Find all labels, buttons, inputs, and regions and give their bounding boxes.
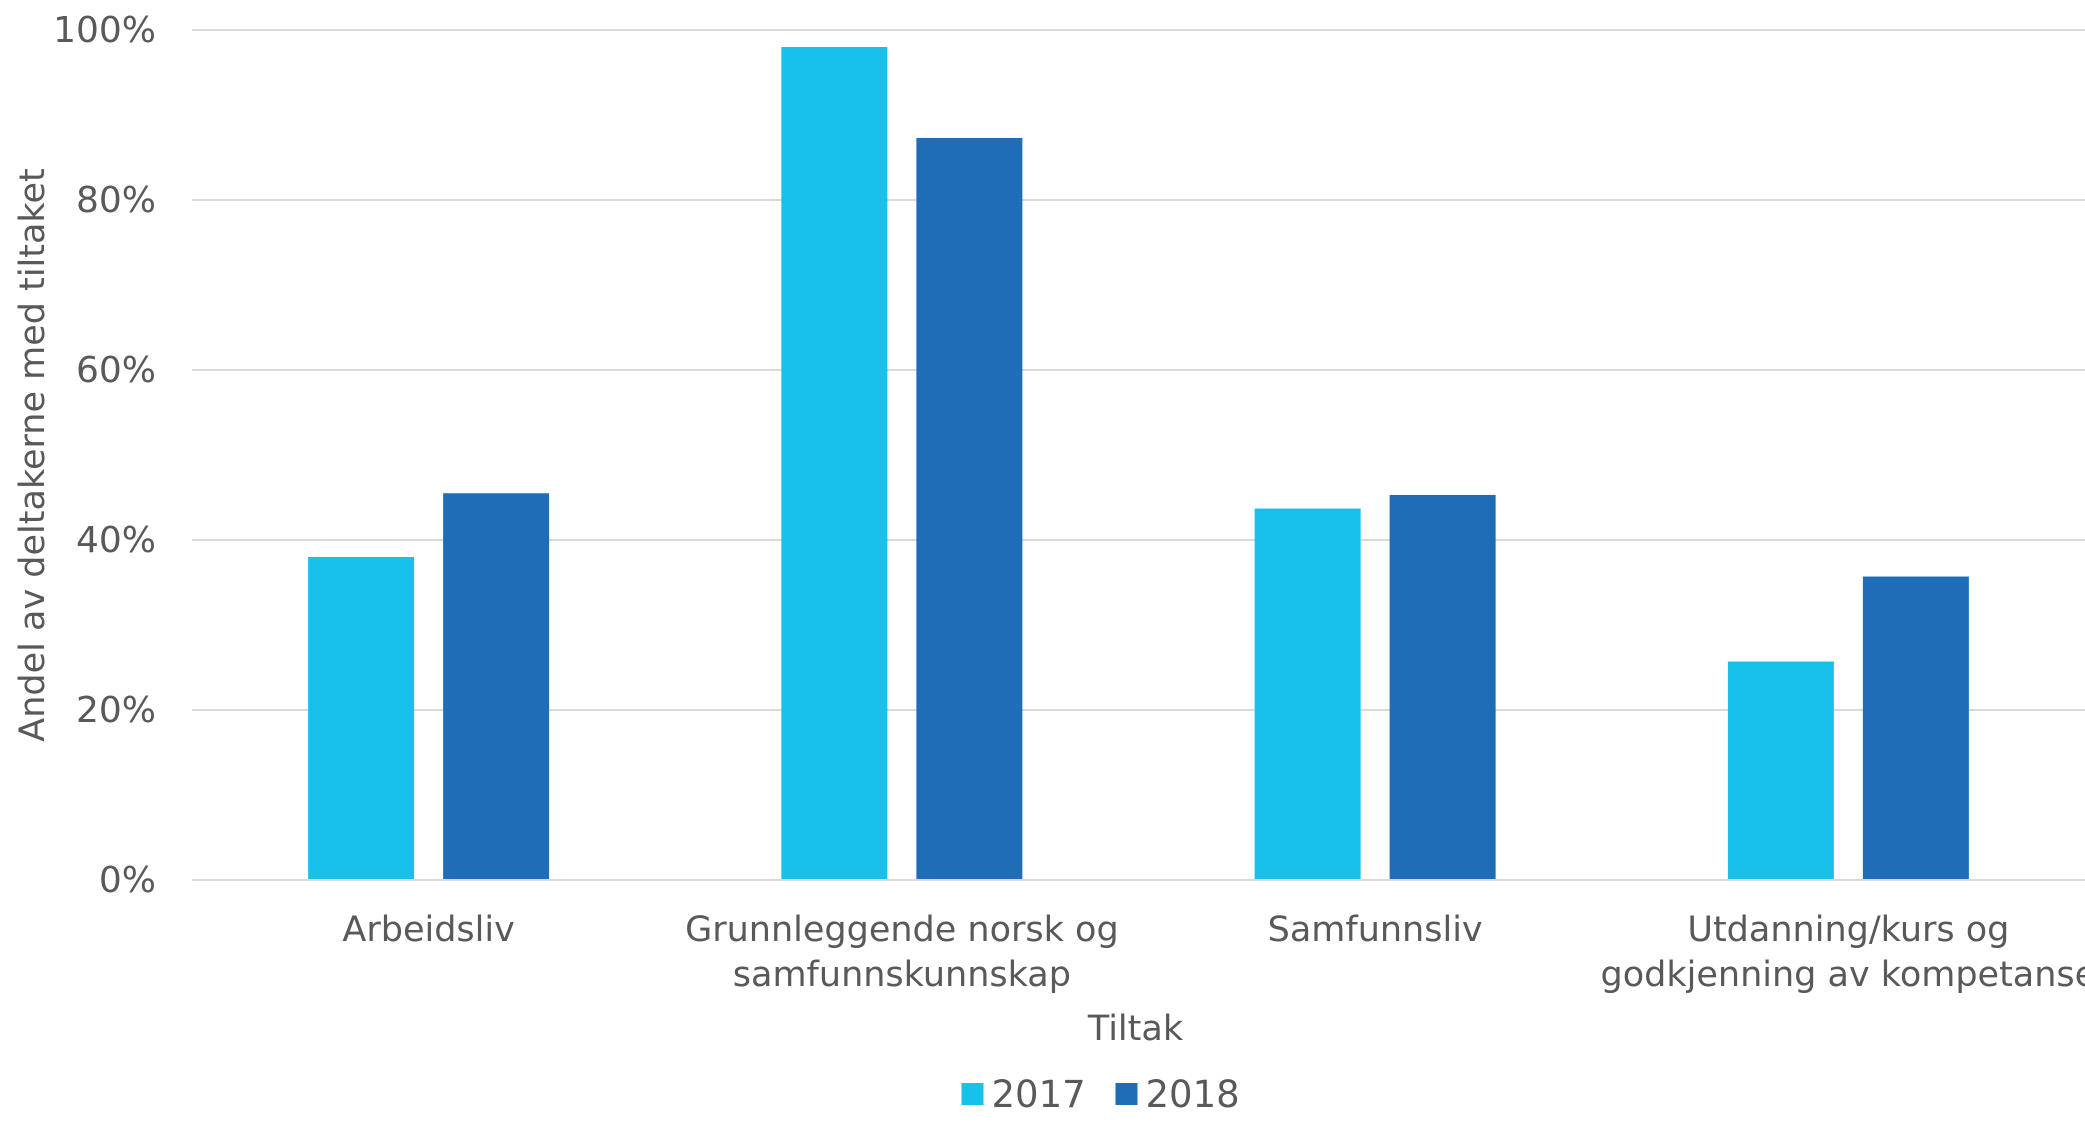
- x-category-label: Grunnleggende norsk og samfunnskunnskap: [685, 910, 1119, 995]
- y-tick-label: 40%: [76, 520, 156, 561]
- bar-2018-3: [1389, 494, 1496, 880]
- y-axis-title: Andel av deltakerne med tiltaket: [13, 168, 53, 741]
- bar-2017-2: [781, 47, 888, 880]
- y-tick-label: 60%: [76, 350, 156, 391]
- x-category-label: Samfunnsliv: [1268, 910, 1483, 950]
- y-axis-tick-labels: 0% 20% 40% 60% 80% 100%: [53, 10, 156, 901]
- y-tick-label: 80%: [76, 180, 156, 221]
- legend: 2017 2018: [961, 1073, 1240, 1116]
- legend-swatch-2018: [1115, 1083, 1138, 1105]
- legend-label-2018: 2018: [1146, 1073, 1240, 1116]
- bar-2018-1: [443, 493, 550, 880]
- y-tick-label: 20%: [76, 690, 156, 731]
- bar-2017-4: [1727, 661, 1834, 880]
- legend-label-2017: 2017: [992, 1073, 1086, 1116]
- x-category-label: Utdanning/kurs og godkjenning av kompetan…: [1601, 910, 2085, 995]
- x-axis-category-labels: Arbeidsliv Grunnleggende norsk og samfunns…: [342, 910, 2085, 995]
- y-tick-label: 100%: [53, 10, 156, 51]
- bar-2018-2: [916, 137, 1023, 880]
- y-tick-label: 0%: [99, 860, 156, 901]
- bar-2017-3: [1254, 508, 1361, 880]
- x-axis-title: Tiltak: [1087, 1009, 1184, 1049]
- bar-2017-1: [308, 557, 415, 880]
- legend-swatch-2017: [961, 1083, 984, 1105]
- bar-2018-4: [1862, 576, 1969, 880]
- bars: [308, 47, 1969, 880]
- x-category-label: Arbeidsliv: [342, 910, 514, 950]
